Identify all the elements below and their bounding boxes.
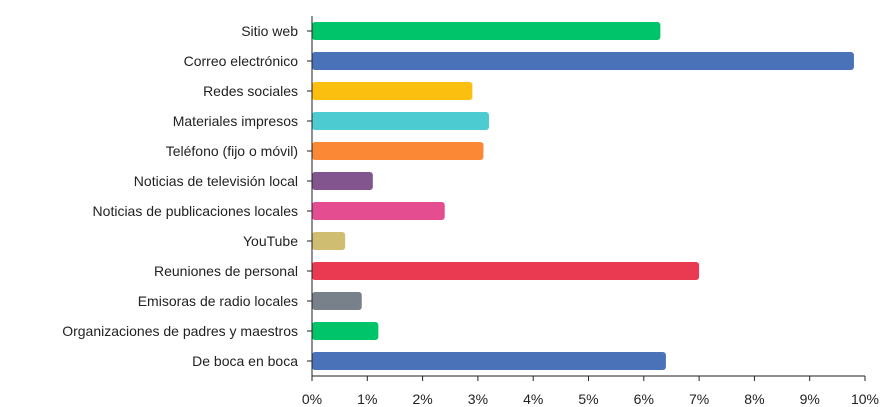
x-tick-label: 1% — [357, 391, 377, 407]
bar — [312, 322, 379, 340]
bar — [312, 292, 362, 310]
x-ticks-group: 0% 1% 2% 3% 4% 5% 6% 7% 8% 9% 10% — [302, 376, 879, 407]
bar — [312, 262, 700, 280]
category-label: Reuniones de personal — [154, 263, 298, 279]
category-label: Noticias de televisión local — [134, 173, 298, 189]
x-tick-label: 4% — [523, 391, 543, 407]
bar — [312, 112, 489, 130]
bars-group — [312, 22, 854, 370]
category-label: De boca en boca — [192, 353, 298, 369]
category-label: Redes sociales — [203, 83, 298, 99]
category-label: Correo electrónico — [184, 53, 299, 69]
category-label: YouTube — [243, 233, 298, 249]
category-label: Materiales impresos — [173, 113, 298, 129]
bar — [312, 232, 346, 250]
x-tick-label: 3% — [468, 391, 488, 407]
x-tick-label: 5% — [578, 391, 598, 407]
x-tick-label: 2% — [412, 391, 432, 407]
bar — [312, 202, 445, 220]
category-label: Emisoras de radio locales — [138, 293, 298, 309]
category-label: Organizaciones de padres y maestros — [62, 323, 298, 339]
x-tick-label: 10% — [851, 391, 879, 407]
bar — [312, 82, 473, 100]
bar — [312, 142, 484, 160]
category-labels-group: Sitio web Correo electrónico Redes sociale… — [62, 23, 312, 369]
x-tick-label: 7% — [689, 391, 709, 407]
bar — [312, 172, 373, 190]
x-tick-label: 8% — [744, 391, 764, 407]
category-label: Noticias de publicaciones locales — [93, 203, 298, 219]
x-tick-label: 0% — [302, 391, 322, 407]
x-tick-label: 6% — [634, 391, 654, 407]
bar — [312, 22, 661, 40]
x-tick-label: 9% — [800, 391, 820, 407]
category-label: Sitio web — [241, 23, 298, 39]
bar — [312, 52, 854, 70]
category-label: Teléfono (fijo o móvil) — [166, 143, 298, 159]
bar — [312, 352, 666, 370]
